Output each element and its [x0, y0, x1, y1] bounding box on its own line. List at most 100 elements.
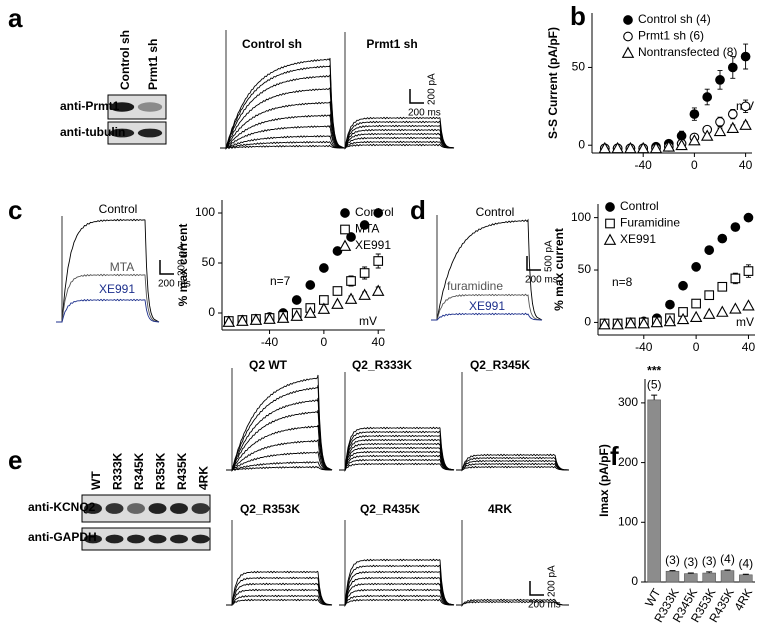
panel-letter: b: [570, 1, 586, 31]
current-trace: [226, 465, 333, 472]
current-trace: [339, 116, 455, 149]
marker: [291, 295, 302, 305]
y-tick-label: 100: [618, 514, 638, 528]
x-tick-label: 0: [321, 335, 328, 349]
marker: [605, 218, 615, 229]
current-trace: [339, 140, 455, 149]
marker: [359, 268, 370, 278]
marker: [338, 239, 352, 251]
blot-band: [105, 534, 124, 544]
current-trace: [431, 218, 543, 321]
current-trace: [220, 140, 345, 150]
current-trace: [431, 293, 543, 321]
scale-label: 200 pA: [177, 244, 188, 276]
marker: [276, 311, 290, 323]
marker: [662, 140, 676, 152]
marker: [676, 312, 690, 325]
marker: [317, 302, 331, 314]
marker: [319, 263, 329, 273]
scale-label: 200 ms: [525, 275, 558, 286]
current-trace: [339, 143, 455, 150]
current-trace: [56, 218, 160, 323]
current-trace: [339, 458, 455, 471]
marker: [691, 262, 701, 272]
blot-band: [127, 503, 145, 514]
n-label: (3): [665, 553, 680, 567]
marker: [726, 121, 740, 133]
marker: [359, 220, 370, 230]
marker: [743, 266, 754, 276]
blot-band: [127, 534, 145, 544]
current-trace: [339, 598, 455, 608]
scale-label: 200 ms: [158, 279, 191, 290]
blot-column: R435K: [175, 452, 189, 490]
current-trace: [339, 582, 455, 606]
current-trace: [431, 312, 543, 321]
scale-label: 500 pA: [544, 240, 555, 272]
panel-letter: c: [8, 195, 22, 225]
blot-row: anti-GAPDH: [28, 530, 97, 544]
current-trace: [226, 384, 333, 471]
marker: [717, 281, 728, 292]
marker: [700, 129, 714, 141]
blot-row: anti-KCNQ2: [28, 500, 96, 514]
current-trace: [339, 132, 455, 149]
current-trace: [226, 598, 333, 606]
y-tick-label: 50: [202, 255, 216, 269]
current-trace: [339, 430, 455, 471]
current-trace: [339, 450, 455, 471]
legend-label: Control sh (4): [638, 12, 711, 26]
y-axis-label: S-S Current (pA/pF): [546, 27, 560, 139]
marker: [727, 62, 738, 73]
current-trace: [220, 113, 345, 149]
blot-band: [109, 102, 135, 112]
current-trace: [339, 136, 455, 149]
trace-title: Q2_R345K: [470, 358, 530, 372]
current-trace: [339, 462, 455, 472]
marker: [691, 298, 701, 309]
marker: [702, 307, 716, 319]
y-tick-label: 300: [618, 395, 638, 409]
y-tick-label: 0: [584, 315, 591, 329]
current-trace: [226, 582, 333, 606]
trace-title: Q2_R435K: [360, 502, 420, 516]
marker: [663, 314, 677, 327]
current-trace: [339, 434, 455, 471]
marker: [678, 280, 688, 291]
current-trace: [339, 124, 455, 149]
blot: [107, 121, 167, 145]
y-tick-label: 0: [631, 574, 638, 588]
marker: [611, 141, 624, 154]
bar: [720, 570, 735, 583]
marker: [624, 317, 637, 329]
current-trace: [456, 465, 570, 471]
blot-column: R333K: [111, 452, 125, 490]
marker: [713, 124, 727, 137]
marker: [305, 280, 316, 290]
error-bar: [706, 571, 713, 574]
panel-letter: d: [410, 195, 426, 225]
current-trace: [220, 144, 345, 150]
current-trace: [339, 588, 455, 606]
current-trace: [456, 456, 570, 471]
current-trace: [339, 446, 455, 471]
legend-label: Control: [620, 199, 659, 213]
x-axis-label: mV: [359, 314, 377, 328]
error-bar: [687, 572, 694, 574]
current-trace: [339, 454, 455, 471]
n-label: (3): [702, 554, 717, 568]
legend-label: Prmt1 sh (6): [638, 29, 704, 43]
marker: [373, 256, 384, 266]
legend-label: XE991: [355, 238, 391, 252]
current-trace: [226, 570, 333, 606]
marker: [675, 138, 688, 151]
current-trace: [226, 374, 333, 471]
y-tick-label: 100: [195, 205, 215, 219]
marker: [716, 305, 729, 317]
trace-label: furamidine: [447, 279, 503, 293]
legend-label: Control: [355, 205, 394, 219]
marker: [702, 92, 713, 102]
blot-band: [137, 128, 163, 138]
marker: [611, 318, 624, 330]
